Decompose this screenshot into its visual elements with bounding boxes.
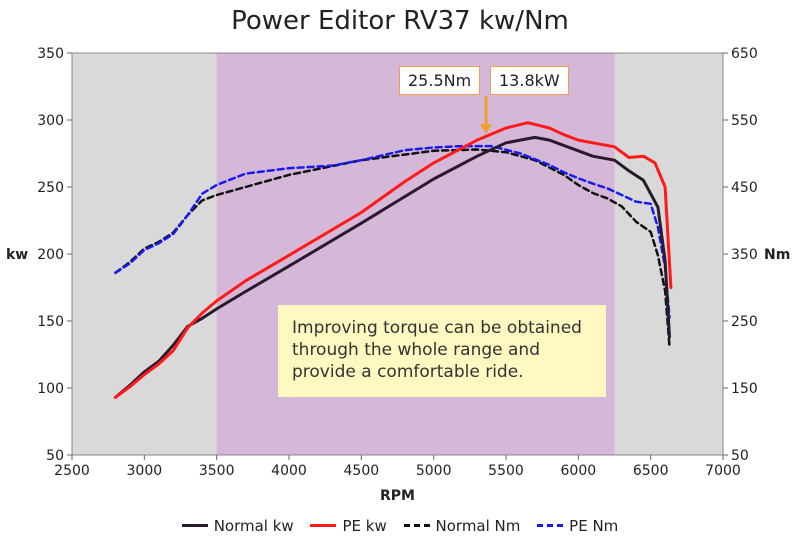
- y-right-axis-label: Nm: [764, 247, 790, 263]
- y-left-tick-label: 200: [37, 247, 64, 263]
- legend-label-normal-nm: Normal Nm: [435, 516, 521, 535]
- x-tick-label: 3500: [199, 463, 235, 479]
- x-tick-label: 5000: [416, 463, 452, 479]
- y-left-tick-label: 300: [37, 113, 64, 129]
- legend-swatch-pe-nm: [537, 524, 564, 527]
- y-left-tick-label: 50: [46, 448, 64, 464]
- chart-title: Power Editor RV37 kw/Nm: [231, 6, 569, 36]
- x-tick-label: 4500: [344, 463, 380, 479]
- series-line-pe-kw: [113, 121, 673, 399]
- legend-label-pe-kw: PE kw: [342, 516, 387, 535]
- y-right-tick-label: 250: [731, 314, 758, 330]
- x-axis-label: RPM: [380, 488, 415, 504]
- y-right-tick-label: 650: [731, 46, 758, 62]
- series-line-normal-kw: [113, 135, 671, 399]
- x-tick-label: 6500: [633, 463, 669, 479]
- x-tick-label: 2500: [54, 463, 90, 479]
- y-left-axis-label: kw: [6, 247, 28, 263]
- legend-label-pe-nm: PE Nm: [569, 516, 619, 535]
- power-gain-callout: 13.8kW: [490, 66, 569, 95]
- legend-label-normal-kw: Normal kw: [213, 516, 294, 535]
- x-tick-label: 6000: [561, 463, 597, 479]
- legend-item-pe-nm: PE Nm: [537, 517, 618, 535]
- y-left-tick-label: 250: [37, 180, 64, 196]
- x-tick-label: 7000: [705, 463, 741, 479]
- x-tick-label: 3000: [127, 463, 163, 479]
- chart-note: Improving torque can be obtained through…: [278, 305, 606, 397]
- y-right-tick-label: 450: [731, 180, 758, 196]
- torque-gain-callout: 25.5Nm: [399, 66, 481, 95]
- series-line-pe-nm: [114, 144, 671, 319]
- legend-swatch-pe-kw: [310, 524, 337, 527]
- y-right-tick-label: 550: [731, 113, 758, 129]
- x-tick-label: 4000: [271, 463, 307, 479]
- callout-arrow-head: [480, 124, 492, 134]
- y-left-tick-label: 150: [37, 314, 64, 330]
- legend-item-pe-kw: PE kw: [310, 516, 387, 535]
- legend-item-normal-kw: Normal kw: [181, 516, 294, 535]
- x-tick-label: 5500: [488, 463, 524, 479]
- legend-swatch-normal-kw: [181, 524, 208, 527]
- y-left-tick-label: 100: [37, 381, 64, 397]
- legend-swatch-normal-nm: [403, 524, 430, 527]
- legend-item-normal-nm: Normal Nm: [403, 516, 521, 535]
- y-right-tick-label: 150: [731, 381, 758, 397]
- y-right-tick-label: 350: [731, 247, 758, 263]
- y-left-tick-label: 350: [37, 46, 64, 62]
- legend: Normal kw PE kw Normal Nm PE Nm: [0, 513, 800, 535]
- y-right-tick-label: 50: [731, 448, 749, 464]
